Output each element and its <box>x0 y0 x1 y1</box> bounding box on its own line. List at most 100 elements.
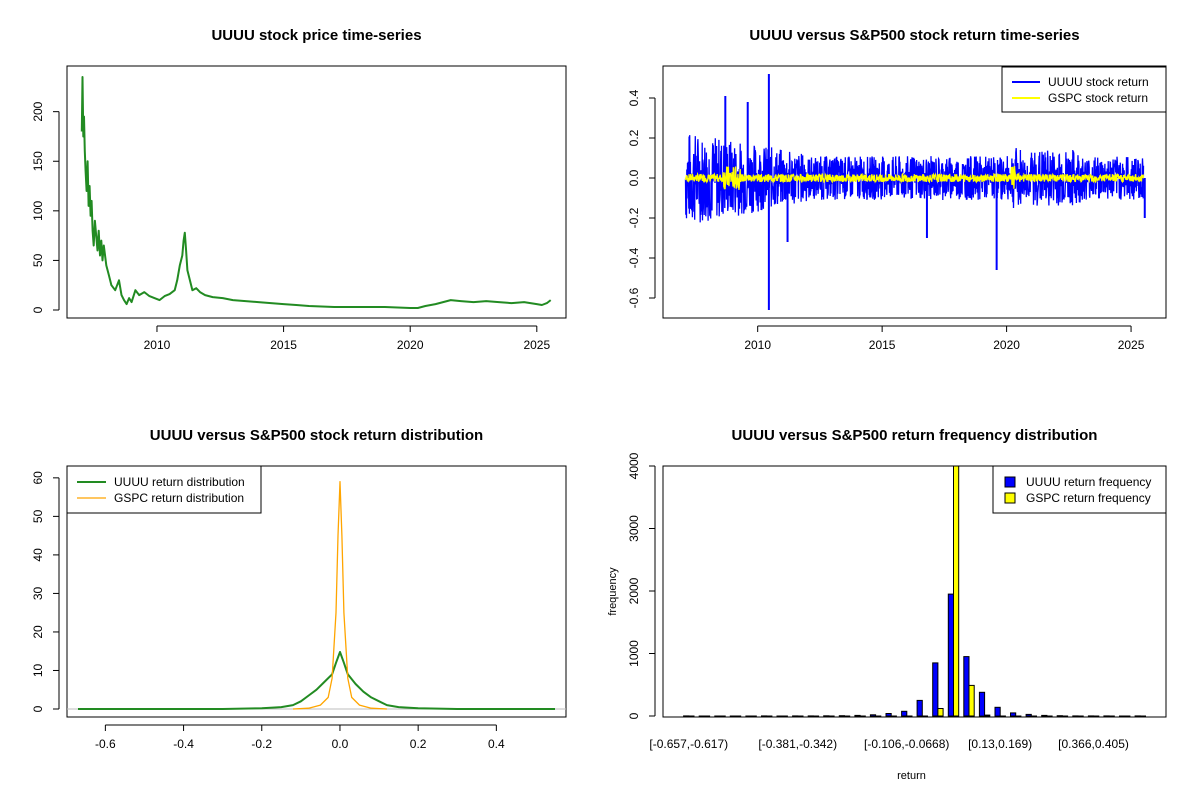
uuuu-bar <box>698 715 705 718</box>
x-tick-label: 0.0 <box>332 737 349 751</box>
uuuu-bar <box>729 715 736 718</box>
legend-swatch <box>1004 476 1016 488</box>
x-tick-label: [-0.381,-0.342) <box>758 737 837 751</box>
y-tick-label: 50 <box>31 253 45 267</box>
x-tick-label: 2015 <box>869 338 896 352</box>
uuuu-bar <box>683 715 690 718</box>
x-tick-label: 2020 <box>397 338 424 352</box>
gspc-bar <box>906 715 913 718</box>
y-tick-label: 60 <box>31 471 45 485</box>
y-tick-label: 40 <box>31 548 45 562</box>
plot-box <box>662 65 1167 319</box>
uuuu-bar <box>901 710 908 717</box>
y-tick-label: 30 <box>31 586 45 600</box>
legend-label: UUUU return frequency <box>1026 475 1151 489</box>
panel-density: UUUU versus S&P500 stock return distribu… <box>31 427 567 751</box>
legend-box <box>992 465 1167 514</box>
price-line <box>80 76 552 309</box>
uuuu-bar <box>869 714 877 717</box>
gspc-bar <box>766 715 773 718</box>
y-tick-label: 0 <box>627 712 641 719</box>
gspc-density-line <box>292 481 387 710</box>
legend-box <box>66 465 262 514</box>
x-tick-label: 2025 <box>523 338 550 352</box>
uuuu-bar <box>916 699 923 717</box>
uuuu-bar <box>1041 714 1048 717</box>
uuuu-bar <box>885 713 892 717</box>
gspc-bar <box>797 715 804 718</box>
chart-title: UUUU versus S&P500 stock return time-ser… <box>749 27 1079 44</box>
y-axis-label: frequency <box>607 567 619 616</box>
panel-price: UUUU stock price time-series 2010 2015 2020… <box>31 27 567 352</box>
uuuu-bar <box>792 715 799 718</box>
x-tick-label: 0.2 <box>410 737 427 751</box>
gspc-bar <box>750 715 757 718</box>
gspc-bar <box>719 715 726 718</box>
gspc-bar <box>703 715 711 718</box>
uuuu-density-line <box>78 651 555 710</box>
gspc-bar <box>735 715 742 718</box>
legend: UUUU return distribution GSPC return dist… <box>66 465 262 514</box>
uuuu-bar <box>1119 715 1126 718</box>
uuuu-return-line <box>684 135 1145 223</box>
gspc-bar <box>844 715 851 718</box>
legend: UUUU return frequency GSPC return frequen… <box>992 465 1167 514</box>
gspc-bar <box>1139 715 1147 718</box>
legend-label: UUUU stock return <box>1048 75 1149 89</box>
y-tick-label: 50 <box>31 509 45 523</box>
uuuu-bar <box>1025 713 1032 717</box>
gspc-bar <box>1124 715 1131 718</box>
x-tick-label: 2010 <box>144 338 171 352</box>
y-tick-label: 0.2 <box>627 129 641 146</box>
gspc-bar <box>890 715 897 718</box>
y-tick-label: 200 <box>31 101 45 121</box>
y-tick-label: 0.4 <box>627 89 641 106</box>
gspc-bar <box>1077 715 1084 718</box>
uuuu-bar <box>1103 715 1110 718</box>
x-tick-label: -0.4 <box>173 737 194 751</box>
uuuu-bar <box>1056 715 1063 718</box>
y-tick-label: 1000 <box>627 640 641 667</box>
gspc-bar <box>1093 715 1100 718</box>
gspc-return-line <box>684 166 1145 190</box>
uuuu-bar <box>854 714 861 717</box>
uuuu-bar <box>823 715 830 718</box>
x-tick-label: 0.4 <box>488 737 505 751</box>
y-tick-label: -0.2 <box>627 207 641 228</box>
gspc-bar <box>1061 715 1069 718</box>
legend-swatch <box>1004 492 1016 504</box>
uuuu-bar <box>1072 715 1079 718</box>
gspc-bar <box>984 714 991 717</box>
y-tick-label: 10 <box>31 663 45 677</box>
y-tick-label: 4000 <box>627 452 641 479</box>
uuuu-bar <box>978 691 986 717</box>
panel-returns: UUUU versus S&P500 stock return time-ser… <box>627 27 1167 352</box>
plot-box <box>66 65 567 319</box>
uuuu-bar <box>745 715 752 718</box>
gspc-bar <box>1030 715 1038 718</box>
uuuu-bar <box>776 715 783 718</box>
gspc-bar <box>859 715 866 718</box>
x-tick-label: 2010 <box>744 338 771 352</box>
x-tick-label: [-0.106,-0.0668) <box>864 737 949 751</box>
chart-title: UUUU versus S&P500 stock return distribu… <box>150 427 483 444</box>
gspc-bar <box>1046 715 1053 718</box>
x-tick-label: -0.2 <box>251 737 272 751</box>
y-tick-label: 3000 <box>627 515 641 542</box>
chart-title: UUUU stock price time-series <box>211 27 421 44</box>
plot-box <box>66 465 567 718</box>
chart-title: UUUU versus S&P500 return frequency dist… <box>732 427 1098 444</box>
gspc-bar <box>688 715 695 718</box>
x-tick-label: -0.6 <box>95 737 116 751</box>
gspc-bar <box>968 684 975 717</box>
uuuu-bar <box>714 715 721 718</box>
x-tick-label: 2025 <box>1118 338 1145 352</box>
y-tick-label: 0.0 <box>627 169 641 186</box>
x-axis-label: return <box>897 770 926 782</box>
gspc-bar <box>828 715 835 718</box>
legend-label: GSPC return distribution <box>114 491 244 505</box>
uuuu-bar <box>947 593 954 717</box>
y-tick-label: -0.4 <box>627 247 641 268</box>
uuuu-bar <box>1010 712 1017 717</box>
